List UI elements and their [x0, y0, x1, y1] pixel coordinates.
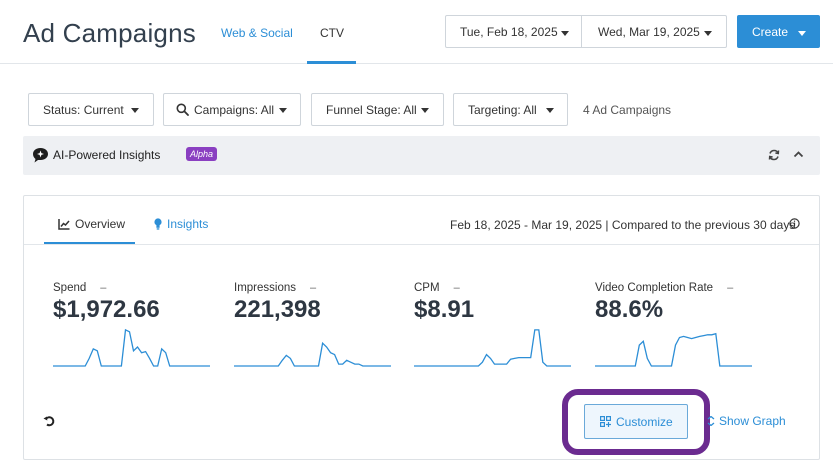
end-date-picker[interactable]: Wed, Mar 19, 2025 [581, 15, 727, 48]
tab-insights[interactable]: Insights [154, 217, 208, 231]
tab-overview-label: Overview [75, 217, 126, 231]
sparkline-series [414, 329, 571, 367]
metric-change: – [310, 282, 317, 294]
status-filter[interactable]: Status: Current [28, 93, 154, 126]
sparkline-series [234, 341, 391, 367]
start-date-picker[interactable]: Tue, Feb 18, 2025 [445, 15, 582, 48]
campaign-count: 4 Ad Campaigns [583, 103, 672, 117]
metric-label: Spend [53, 282, 87, 294]
reset-icon[interactable] [43, 415, 56, 427]
targeting-filter[interactable]: Targeting: All [453, 93, 568, 126]
chevron-down-icon [704, 31, 712, 36]
sparkline-chart [53, 328, 210, 367]
create-button[interactable]: Create [737, 15, 820, 48]
chevron-down-icon [798, 31, 806, 36]
customize-button-label: Customize [616, 414, 673, 429]
active-tab-indicator [44, 242, 135, 244]
lightbulb-icon [154, 218, 162, 230]
metric-label: CPM [414, 282, 440, 294]
card-tab-bar: Overview Insights Feb 18, 2025 - Mar 19,… [24, 196, 819, 245]
campaigns-filter-label: Campaigns: All [194, 102, 275, 117]
refresh-icon[interactable] [768, 149, 780, 161]
metric-change: – [453, 282, 460, 294]
chevron-down-icon [561, 31, 569, 36]
end-date-label: Wed, Mar 19, 2025 [598, 24, 700, 39]
targeting-filter-label: Targeting: All [468, 102, 537, 117]
date-range-comparison: Feb 18, 2025 - Mar 19, 2025 | Compared t… [450, 218, 796, 232]
metric-value: $1,972.66 [53, 296, 160, 323]
funnel-stage-filter[interactable]: Funnel Stage: All [311, 93, 444, 126]
chat-sparkle-icon [33, 148, 48, 163]
metric-label: Impressions [234, 282, 296, 294]
sparkline-series [595, 332, 752, 367]
metric-value: $8.91 [414, 296, 475, 323]
chevron-down-icon [546, 108, 554, 113]
metric-spend: Spend – $1,972.66 [53, 278, 213, 367]
campaigns-filter[interactable]: Campaigns: All [163, 93, 301, 126]
metric-video-completion-rate: Video Completion Rate – 88.6% [595, 278, 755, 367]
chevron-down-icon [279, 108, 287, 113]
tab-ctv[interactable]: CTV [320, 26, 344, 40]
sparkline-chart [234, 341, 391, 367]
expand-icon [707, 416, 715, 426]
page-title: Ad Campaigns [23, 18, 196, 48]
tab-overview[interactable]: Overview [58, 217, 125, 231]
active-tab-indicator [307, 61, 356, 64]
sparkline-chart [595, 332, 752, 367]
chevron-down-icon [421, 108, 429, 113]
grid-add-icon [600, 416, 611, 427]
metric-change: – [100, 282, 107, 294]
tab-insights-label: Insights [167, 217, 209, 231]
page-header: Ad Campaigns Web & Social CTV Tue, Feb 1… [0, 0, 833, 64]
info-icon[interactable] [789, 218, 800, 229]
sparkline-series [53, 328, 210, 367]
ai-insights-panel-header[interactable]: AI-Powered Insights Alpha [23, 136, 820, 175]
tab-web-social[interactable]: Web & Social [221, 26, 293, 40]
funnel-filter-label: Funnel Stage: All [326, 102, 417, 117]
chevron-up-icon[interactable] [793, 149, 804, 160]
chevron-down-icon [131, 108, 139, 113]
show-graph-link[interactable]: Show Graph [707, 414, 786, 428]
metric-cpm: CPM – $8.91 [414, 278, 574, 367]
metric-impressions: Impressions – 221,398 [234, 278, 394, 367]
alpha-badge: Alpha [186, 147, 218, 161]
status-filter-label: Status: Current [43, 102, 124, 117]
sparkline-chart [414, 329, 571, 367]
ai-insights-title: AI-Powered Insights [53, 148, 161, 162]
start-date-label: Tue, Feb 18, 2025 [460, 24, 558, 39]
line-chart-icon [58, 218, 70, 230]
create-button-label: Create [752, 24, 789, 39]
metric-label: Video Completion Rate [595, 282, 714, 294]
metric-value: 221,398 [234, 296, 321, 323]
overview-card: Overview Insights Feb 18, 2025 - Mar 19,… [23, 195, 820, 460]
search-icon [176, 103, 189, 116]
metric-value: 88.6% [595, 296, 664, 323]
metric-change: – [727, 282, 734, 294]
show-graph-label: Show Graph [719, 414, 786, 428]
customize-button[interactable]: Customize [584, 404, 688, 439]
